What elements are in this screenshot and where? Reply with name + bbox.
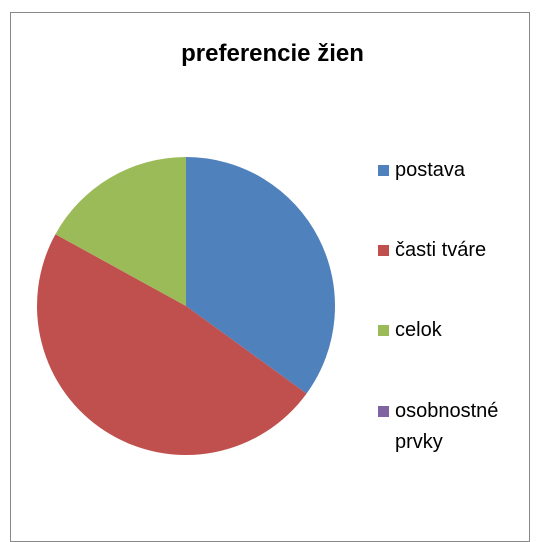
pie-slice	[186, 157, 335, 394]
legend-label: časti tváre	[395, 239, 487, 261]
legend-label: celok	[395, 319, 442, 341]
legend-swatch	[378, 165, 389, 176]
legend-item: časti tváre	[376, 235, 526, 266]
pie-slice	[37, 234, 307, 455]
chart	[37, 157, 335, 455]
page: preferencie žien postava časti tváre celok…	[10, 12, 530, 542]
legend-label: osobnostné prvky	[395, 400, 499, 453]
legend-item: celok	[376, 315, 526, 346]
legend-item: postava	[376, 155, 526, 186]
legend-item: osobnostné prvky	[376, 396, 526, 458]
legend-label: postava	[395, 159, 466, 181]
legend-swatch	[378, 325, 389, 336]
legend-swatch	[378, 245, 389, 256]
legend-swatch	[378, 406, 389, 417]
pie-slice	[55, 157, 187, 306]
chart-title: preferencie žien	[181, 40, 364, 67]
